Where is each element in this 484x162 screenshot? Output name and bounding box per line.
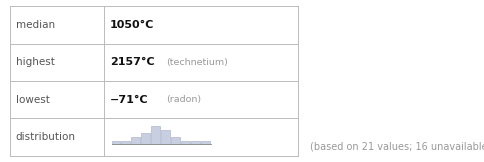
Bar: [191, 141, 199, 144]
Bar: [111, 141, 120, 144]
Bar: [181, 141, 190, 144]
Text: highest: highest: [15, 57, 54, 67]
Text: (technetium): (technetium): [166, 58, 227, 67]
Text: 1050°C: 1050°C: [110, 20, 154, 30]
Bar: [141, 133, 150, 144]
Text: (radon): (radon): [166, 95, 200, 104]
Text: lowest: lowest: [15, 95, 49, 105]
Text: 2157°C: 2157°C: [110, 57, 154, 67]
Bar: [131, 137, 140, 144]
Text: (based on 21 values; 16 unavailable): (based on 21 values; 16 unavailable): [310, 141, 484, 151]
Text: median: median: [15, 20, 55, 30]
Text: distribution: distribution: [15, 132, 76, 142]
Bar: [121, 141, 130, 144]
Bar: [171, 137, 180, 144]
Bar: [200, 141, 210, 144]
Text: −71°C: −71°C: [110, 95, 149, 105]
Bar: [161, 130, 170, 144]
Bar: [151, 126, 160, 144]
